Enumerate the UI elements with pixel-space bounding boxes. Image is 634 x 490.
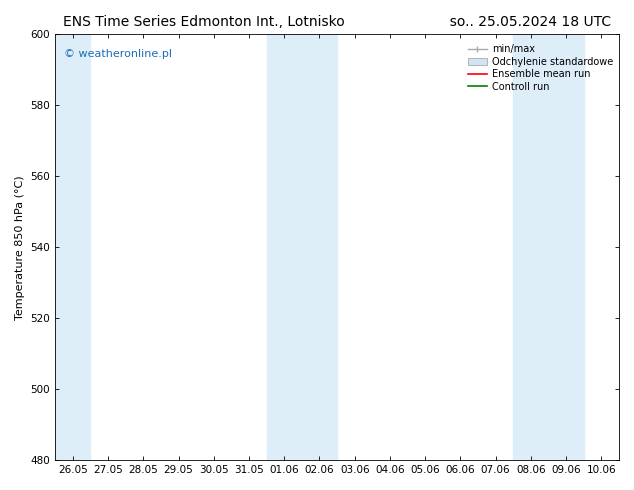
Bar xyxy=(267,34,337,460)
Text: © weatheronline.pl: © weatheronline.pl xyxy=(63,49,172,59)
Y-axis label: Temperature 850 hPa (°C): Temperature 850 hPa (°C) xyxy=(15,175,25,319)
Bar xyxy=(55,34,91,460)
Title: ENS Time Series Edmonton Int., Lotnisko                        so.. 25.05.2024 1: ENS Time Series Edmonton Int., Lotnisko … xyxy=(63,15,611,29)
Bar xyxy=(514,34,584,460)
Legend: min/max, Odchylenie standardowe, Ensemble mean run, Controll run: min/max, Odchylenie standardowe, Ensembl… xyxy=(463,41,617,96)
